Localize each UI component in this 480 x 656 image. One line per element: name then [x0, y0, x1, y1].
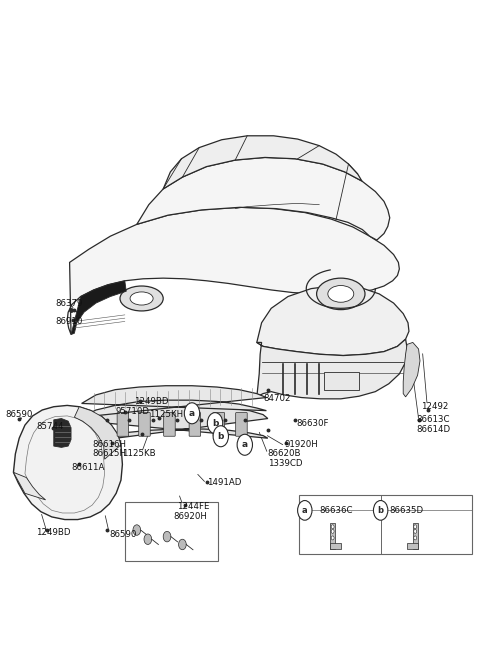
- Circle shape: [414, 525, 417, 529]
- Circle shape: [237, 434, 252, 455]
- Text: 86615H: 86615H: [93, 449, 127, 459]
- Polygon shape: [137, 157, 390, 240]
- FancyBboxPatch shape: [407, 543, 418, 549]
- Polygon shape: [85, 407, 268, 442]
- FancyBboxPatch shape: [413, 523, 418, 549]
- Circle shape: [207, 413, 223, 434]
- Text: 12492: 12492: [421, 402, 449, 411]
- Text: 86379: 86379: [55, 298, 83, 308]
- FancyBboxPatch shape: [125, 502, 218, 561]
- Ellipse shape: [120, 286, 163, 311]
- Polygon shape: [13, 405, 122, 520]
- Text: 86910: 86910: [55, 317, 83, 326]
- Polygon shape: [74, 407, 121, 459]
- Text: 1125KH: 1125KH: [149, 410, 183, 419]
- Circle shape: [331, 529, 334, 533]
- Circle shape: [331, 525, 334, 529]
- Circle shape: [213, 426, 228, 447]
- FancyBboxPatch shape: [324, 372, 359, 390]
- Polygon shape: [54, 419, 71, 447]
- Text: 95710D: 95710D: [115, 407, 149, 417]
- Polygon shape: [257, 285, 409, 356]
- FancyBboxPatch shape: [189, 413, 201, 436]
- FancyBboxPatch shape: [213, 413, 225, 436]
- Text: b: b: [217, 432, 224, 441]
- Text: 86613C: 86613C: [417, 415, 450, 424]
- Circle shape: [133, 525, 141, 535]
- Text: 86635D: 86635D: [390, 506, 424, 515]
- Text: 84702: 84702: [263, 394, 290, 403]
- Text: b: b: [212, 419, 218, 428]
- Ellipse shape: [130, 292, 153, 305]
- Ellipse shape: [328, 285, 354, 302]
- Text: 91920H: 91920H: [284, 440, 318, 449]
- FancyBboxPatch shape: [330, 543, 341, 549]
- Polygon shape: [71, 281, 126, 335]
- Circle shape: [163, 531, 171, 542]
- Text: a: a: [189, 409, 195, 418]
- Circle shape: [373, 501, 388, 520]
- Text: 86614D: 86614D: [417, 425, 451, 434]
- Ellipse shape: [317, 278, 365, 310]
- Text: 86590: 86590: [109, 530, 137, 539]
- Text: 1491AD: 1491AD: [207, 478, 242, 487]
- Circle shape: [298, 501, 312, 520]
- Text: b: b: [378, 506, 384, 515]
- FancyBboxPatch shape: [117, 413, 129, 436]
- Text: a: a: [242, 440, 248, 449]
- Polygon shape: [82, 386, 266, 417]
- Text: 86620B: 86620B: [268, 449, 301, 459]
- Circle shape: [184, 403, 200, 424]
- Circle shape: [179, 539, 186, 550]
- Text: 86616H: 86616H: [93, 440, 127, 449]
- FancyBboxPatch shape: [236, 413, 247, 436]
- Text: 86920H: 86920H: [174, 512, 208, 521]
- Text: 86630F: 86630F: [297, 419, 329, 428]
- Circle shape: [144, 534, 152, 544]
- Text: 1249BD: 1249BD: [36, 528, 71, 537]
- Polygon shape: [163, 136, 362, 189]
- Polygon shape: [13, 472, 46, 500]
- Text: 1339CD: 1339CD: [268, 459, 302, 468]
- FancyBboxPatch shape: [299, 495, 472, 554]
- Text: 86590: 86590: [6, 410, 33, 419]
- FancyBboxPatch shape: [139, 413, 150, 436]
- Text: 86611A: 86611A: [71, 463, 105, 472]
- Circle shape: [331, 536, 334, 540]
- Text: 1249BD: 1249BD: [134, 397, 169, 406]
- Polygon shape: [67, 207, 399, 335]
- Text: 1125KB: 1125KB: [122, 449, 156, 459]
- Circle shape: [414, 529, 417, 533]
- Polygon shape: [403, 342, 420, 397]
- FancyBboxPatch shape: [164, 413, 175, 436]
- Text: 85744: 85744: [36, 422, 63, 431]
- Circle shape: [414, 536, 417, 540]
- Text: 1244FE: 1244FE: [177, 502, 209, 511]
- Text: a: a: [302, 506, 308, 515]
- Text: 86636C: 86636C: [319, 506, 353, 515]
- FancyBboxPatch shape: [330, 523, 335, 549]
- Polygon shape: [257, 339, 407, 399]
